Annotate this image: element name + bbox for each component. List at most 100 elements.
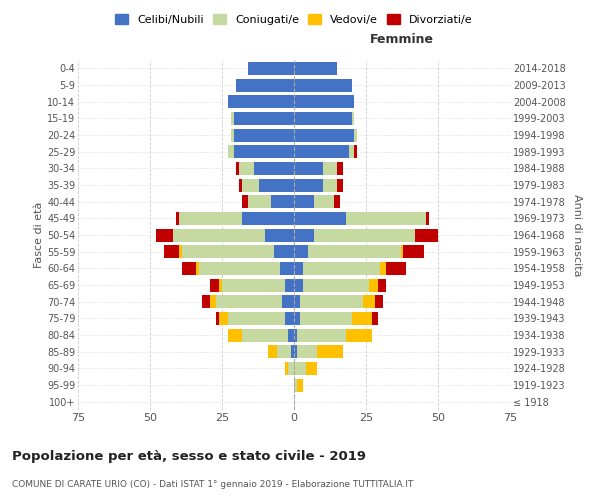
Bar xyxy=(302,262,380,275)
Bar xyxy=(346,212,427,225)
Bar xyxy=(294,278,302,291)
Bar xyxy=(294,95,355,108)
Bar xyxy=(294,295,300,308)
Bar xyxy=(300,312,352,325)
Bar xyxy=(179,245,182,258)
Bar xyxy=(236,78,294,92)
Bar xyxy=(294,162,323,175)
Bar xyxy=(314,195,334,208)
Bar xyxy=(182,245,274,258)
Bar xyxy=(294,228,314,241)
Bar xyxy=(323,162,337,175)
Bar xyxy=(294,378,297,392)
Bar xyxy=(294,128,355,141)
Bar xyxy=(228,145,233,158)
Bar xyxy=(294,328,297,342)
Bar xyxy=(222,278,286,291)
Bar xyxy=(369,278,377,291)
Bar xyxy=(196,262,199,275)
Text: Popolazione per età, sesso e stato civile - 2019: Popolazione per età, sesso e stato civil… xyxy=(12,450,366,463)
Bar xyxy=(176,212,179,225)
Bar xyxy=(199,262,280,275)
Bar xyxy=(216,312,219,325)
Bar xyxy=(297,328,346,342)
Bar xyxy=(317,345,343,358)
Bar xyxy=(228,95,294,108)
Bar xyxy=(242,328,288,342)
Bar xyxy=(242,178,259,192)
Bar xyxy=(294,78,352,92)
Bar xyxy=(233,128,294,141)
Bar xyxy=(248,195,271,208)
Legend: Celibi/Nubili, Coniugati/e, Vedovi/e, Divorziati/e: Celibi/Nubili, Coniugati/e, Vedovi/e, Di… xyxy=(111,10,477,29)
Bar xyxy=(403,245,424,258)
Bar xyxy=(294,178,323,192)
Bar xyxy=(288,328,294,342)
Bar xyxy=(294,345,297,358)
Bar xyxy=(415,228,438,241)
Bar xyxy=(283,295,294,308)
Bar xyxy=(427,212,430,225)
Bar xyxy=(294,312,300,325)
Bar xyxy=(323,178,337,192)
Bar xyxy=(297,378,302,392)
Bar xyxy=(173,228,265,241)
Bar xyxy=(337,162,343,175)
Bar xyxy=(294,262,302,275)
Bar xyxy=(259,178,294,192)
Bar xyxy=(248,62,294,75)
Bar xyxy=(294,145,349,158)
Bar xyxy=(228,312,286,325)
Bar xyxy=(216,295,283,308)
Bar xyxy=(374,295,383,308)
Bar xyxy=(286,362,288,375)
Bar xyxy=(294,245,308,258)
Bar xyxy=(228,328,242,342)
Bar xyxy=(363,295,374,308)
Y-axis label: Fasce di età: Fasce di età xyxy=(34,202,44,268)
Bar xyxy=(236,162,239,175)
Bar xyxy=(202,295,211,308)
Bar xyxy=(182,262,196,275)
Bar xyxy=(355,145,358,158)
Bar xyxy=(291,345,294,358)
Bar xyxy=(294,112,352,125)
Bar xyxy=(349,145,355,158)
Bar xyxy=(230,128,233,141)
Bar xyxy=(377,278,386,291)
Bar xyxy=(230,112,233,125)
Bar xyxy=(334,195,340,208)
Bar xyxy=(294,212,346,225)
Bar xyxy=(219,312,228,325)
Bar xyxy=(300,295,363,308)
Bar xyxy=(239,178,242,192)
Text: COMUNE DI CARATE URIO (CO) - Dati ISTAT 1° gennaio 2019 - Elaborazione TUTTITALI: COMUNE DI CARATE URIO (CO) - Dati ISTAT … xyxy=(12,480,413,489)
Bar xyxy=(254,162,294,175)
Bar xyxy=(265,228,294,241)
Text: Femmine: Femmine xyxy=(370,33,434,46)
Bar xyxy=(233,145,294,158)
Bar xyxy=(233,112,294,125)
Bar xyxy=(211,295,216,308)
Bar xyxy=(305,362,317,375)
Bar xyxy=(355,128,358,141)
Bar xyxy=(352,312,372,325)
Bar xyxy=(380,262,386,275)
Bar xyxy=(286,312,294,325)
Bar xyxy=(277,345,291,358)
Y-axis label: Anni di nascita: Anni di nascita xyxy=(572,194,582,276)
Bar xyxy=(242,195,248,208)
Bar xyxy=(297,345,317,358)
Bar xyxy=(294,195,314,208)
Bar xyxy=(271,195,294,208)
Bar xyxy=(308,245,401,258)
Bar xyxy=(294,362,305,375)
Bar xyxy=(314,228,415,241)
Bar xyxy=(219,278,222,291)
Bar xyxy=(274,245,294,258)
Bar xyxy=(286,278,294,291)
Bar xyxy=(280,262,294,275)
Bar xyxy=(242,212,294,225)
Bar xyxy=(401,245,403,258)
Bar xyxy=(239,162,254,175)
